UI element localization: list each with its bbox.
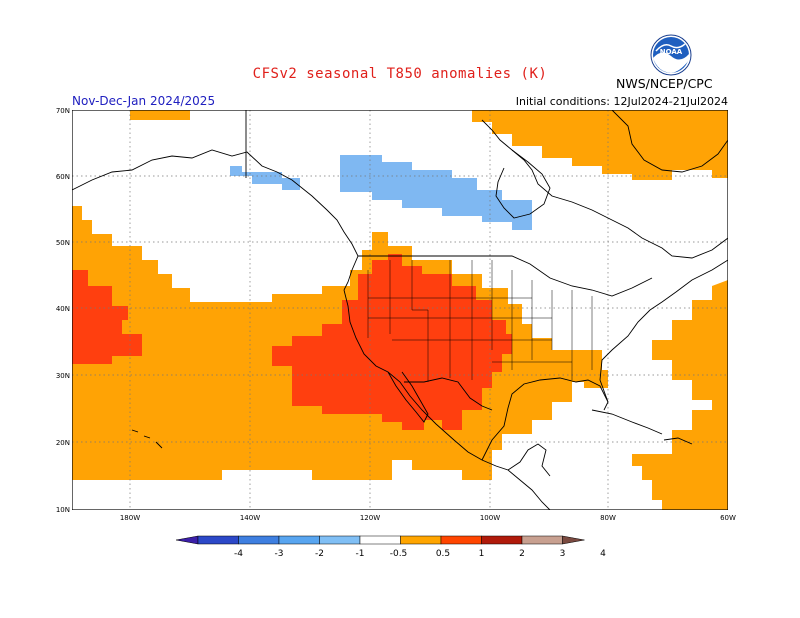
lat-label-gutter: 70N 60N 50N 40N 30N 20N 10N	[56, 107, 70, 514]
colorbar-label: 3	[560, 549, 566, 559]
state-borders	[367, 260, 593, 382]
cold-region-canada	[340, 155, 532, 230]
border-us-canada	[358, 255, 653, 297]
lat-label-40n: 40N	[56, 305, 70, 313]
lat-label-30n: 30N	[56, 372, 70, 380]
coast-alaska-canada-west	[72, 149, 359, 291]
lon-label-100w: 100W	[480, 514, 500, 522]
coast-west-us-mexico	[343, 289, 551, 510]
coast-hawaii	[131, 429, 163, 449]
coast-hudson-bay	[495, 149, 551, 219]
colorbar-label: 1	[479, 549, 485, 559]
lat-label-50n: 50N	[56, 239, 70, 247]
coast-cuba	[591, 409, 663, 435]
colorbar-label: -4	[234, 549, 243, 559]
colorbar-segment	[197, 535, 239, 545]
lat-label-20n: 20N	[56, 439, 70, 447]
coast-labrador	[481, 119, 728, 259]
coast-hispaniola	[663, 437, 693, 445]
initial-conditions-label: Initial conditions: 12Jul2024-21Jul2024	[515, 95, 728, 108]
anomaly-map	[72, 110, 728, 510]
lon-label-row: 180W 140W 120W 100W 80W 60W	[120, 514, 736, 522]
noaa-logo-icon: NOAA	[650, 34, 692, 76]
colorbar-label: 0.5	[436, 549, 450, 559]
cold-region-alaska	[230, 166, 300, 190]
coast-yucatan	[507, 443, 551, 477]
colorbar-label: 4	[600, 549, 606, 559]
coastlines	[72, 110, 728, 510]
warm-region-northeast	[472, 110, 728, 180]
colorbar-arrow-right	[562, 535, 585, 545]
lon-label-140w: 140W	[240, 514, 260, 522]
lat-label-10n: 10N	[56, 506, 70, 514]
colorbar-label: -2	[315, 549, 324, 559]
colorbar: -4 -3 -2 -1 -0.5 0.5 1 2 3 4	[175, 535, 606, 559]
colorbar-arrow-left	[175, 535, 199, 545]
warm-region-topleft	[130, 110, 190, 120]
colorbar-label: -0.5	[390, 549, 408, 559]
lon-label-80w: 80W	[600, 514, 616, 522]
colorbar-segment	[481, 535, 523, 545]
lon-label-180w: 180W	[120, 514, 140, 522]
map-title: CFSv2 seasonal T850 anomalies (K)	[252, 66, 548, 82]
lon-label-60w: 60W	[720, 514, 736, 522]
logo-text: NOAA	[660, 48, 683, 56]
lat-label-70n: 70N	[56, 107, 70, 115]
lon-label-120w: 120W	[360, 514, 380, 522]
agency-label: NWS/NCEP/CPC	[616, 76, 713, 91]
colorbar-segment	[440, 535, 482, 545]
warm-core-pacific	[72, 270, 142, 364]
border-us-mexico	[404, 377, 493, 411]
warm-region-southeast-us	[552, 350, 608, 388]
lat-label-60n: 60N	[56, 173, 70, 181]
coast-greenland	[611, 110, 728, 173]
colorbar-label: 2	[519, 549, 525, 559]
colorbar-segment	[238, 535, 280, 545]
season-label: Nov-Dec-Jan 2024/2025	[72, 94, 216, 108]
coast-gulf	[481, 377, 609, 461]
colorbar-segment	[319, 535, 361, 545]
colorbar-segment	[278, 535, 320, 545]
colorbar-label: -1	[356, 549, 365, 559]
coast-baja	[387, 371, 429, 423]
coast-east-us	[599, 259, 728, 403]
colorbar-segment	[359, 535, 401, 545]
colorbar-label: -3	[275, 549, 284, 559]
colorbar-segment	[400, 535, 442, 545]
colorbar-segment	[521, 535, 563, 545]
warm-region-atlantic	[632, 280, 728, 510]
cold-anomaly-region	[230, 155, 532, 230]
